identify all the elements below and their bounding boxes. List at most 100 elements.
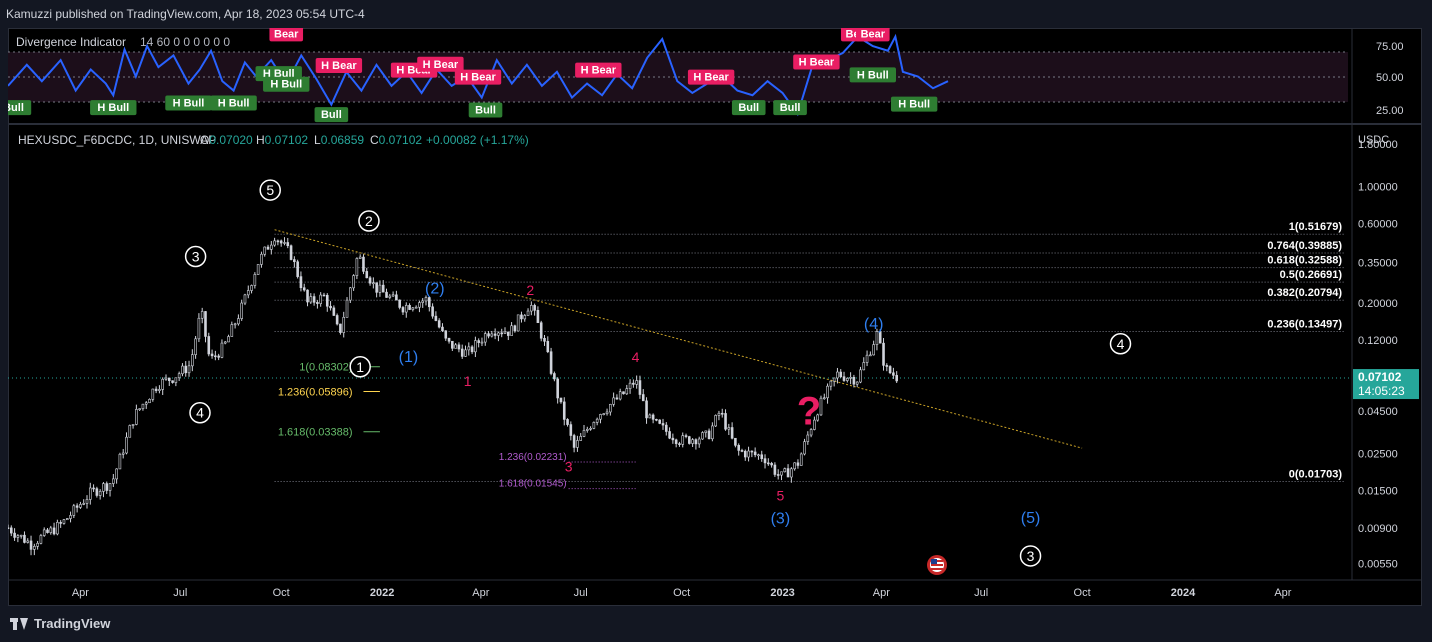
candle-body: [694, 439, 698, 445]
candle-body: [780, 471, 783, 476]
flag-icon[interactable]: [927, 555, 947, 575]
fib-retracement[interactable]: 1(0.51679) 0.764(0.39885) 0.618(0.32588) 0.…: [274, 221, 1344, 490]
candle-body: [161, 378, 164, 390]
candle-body: [734, 437, 737, 446]
time-tick-label: Apr: [873, 587, 890, 599]
wave-label: (3): [771, 511, 791, 528]
wave-circle: [259, 179, 281, 201]
candle-body: [112, 478, 115, 484]
time-axis[interactable]: Apr Jul Oct 2022 Apr Jul Oct 2023 Apr Jul Oct 2024 A…: [72, 587, 1292, 599]
candle-body: [194, 338, 197, 355]
candle-body: [572, 435, 576, 448]
fib-level-label: 0.236(0.13497): [1267, 319, 1342, 331]
question-mark: ?: [797, 389, 821, 433]
candle-body: [121, 452, 125, 455]
last-price-bg: [1353, 369, 1419, 400]
candle-body: [276, 240, 280, 243]
candle-body: [790, 468, 793, 478]
candle-body: [513, 325, 517, 332]
signal-label-bg: [165, 95, 212, 111]
candle-body: [849, 376, 852, 379]
candle-body: [865, 354, 869, 363]
candle-body: [697, 438, 701, 445]
close-value: 0.07102: [379, 133, 423, 147]
time-tick-label: Apr: [1274, 587, 1291, 599]
candle-body: [569, 424, 573, 436]
wave-label: 1: [464, 373, 472, 389]
candle-body: [349, 287, 352, 301]
wave-labels[interactable]: 5 3 4 2 1 (2) (1) 1 2 3 4 5 (3) (4) 4 (5) 3?: [184, 179, 1132, 567]
candle-body: [302, 287, 306, 291]
candle-body: [404, 305, 408, 313]
wave-label: 4: [1117, 336, 1125, 352]
signal-label-bg: [314, 107, 349, 123]
price-axis[interactable]: 1.80000 1.00000 0.60000 0.35000 0.20000 0.120…: [1358, 139, 1398, 571]
candle-body: [59, 522, 62, 524]
candle-body: [615, 397, 619, 400]
candle-body: [398, 299, 401, 308]
candle-body: [770, 463, 773, 466]
candle-body: [88, 487, 92, 500]
candle-body: [704, 430, 708, 433]
candle-body: [701, 432, 704, 440]
candle-body: [36, 543, 39, 547]
candle-body: [691, 439, 694, 444]
candle-body: [589, 428, 592, 430]
candle-body: [253, 274, 257, 286]
candle-body: [237, 318, 240, 325]
candle-body: [753, 451, 757, 456]
candle-body: [895, 375, 898, 382]
candle-body: [635, 380, 638, 385]
candle-body: [56, 522, 59, 535]
candle-body: [286, 242, 290, 247]
signal-label: Bear: [861, 28, 886, 40]
trendline[interactable]: [274, 229, 1083, 449]
candle-body: [832, 377, 836, 382]
time-tick-label: Apr: [72, 587, 89, 599]
candle-body: [135, 409, 138, 425]
chart-canvas[interactable]: H Bull H Bull H Bull H Bull Bear H Bull H Bull…: [8, 28, 1422, 606]
symbol-label: HEXUSDC_F6DCDC, 1D, UNISWAP: [18, 133, 216, 147]
candle-body: [875, 331, 879, 345]
candle-body: [329, 305, 332, 309]
candle-body: [273, 240, 276, 246]
candle-body: [69, 515, 72, 519]
fib-level-label: 0.764(0.39885): [1267, 240, 1342, 252]
price-tick-label: 0.60000: [1358, 218, 1398, 230]
candle-body: [279, 240, 283, 244]
candle-body: [707, 430, 711, 440]
candle-body: [579, 436, 583, 441]
candle-body: [243, 294, 247, 304]
wave-circle: [349, 356, 371, 378]
candle-body: [483, 333, 487, 343]
indicator-pane[interactable]: H Bull H Bull H Bull H Bull Bear H Bull H Bull…: [8, 28, 1404, 123]
signal-label: H Bear: [581, 65, 617, 77]
candle-body: [888, 366, 892, 374]
ohlc-legend: HEXUSDC_F6DCDC, 1D, UNISWAP O0.07020 H0.…: [18, 133, 529, 147]
tradingview-logo[interactable]: TradingView: [10, 616, 110, 631]
candle-body: [474, 340, 477, 353]
candle-body: [8, 527, 10, 530]
wave-label: 4: [632, 349, 640, 365]
candle-body: [477, 340, 480, 343]
candle-body: [862, 362, 866, 371]
candle-body: [187, 365, 191, 374]
candle-body: [516, 314, 520, 332]
time-tick-label: Oct: [273, 587, 290, 599]
indicator-name: Divergence Indicator: [16, 35, 126, 49]
signal-label-bg: [417, 56, 464, 72]
candle-body: [352, 275, 355, 289]
candle-body: [401, 307, 405, 313]
fib-level-label: 0(0.01703): [1289, 469, 1343, 481]
wave-label: (2): [425, 280, 445, 297]
candle-body: [872, 344, 875, 356]
signal-label: Bull: [738, 102, 759, 114]
candle-body: [177, 373, 181, 379]
candle-body: [289, 245, 293, 260]
candle-body: [322, 294, 326, 297]
wave-label: 3: [565, 458, 573, 474]
candle-body: [431, 306, 434, 317]
candle-body: [651, 414, 655, 420]
candle-body: [467, 346, 471, 351]
candle-body: [510, 325, 513, 336]
